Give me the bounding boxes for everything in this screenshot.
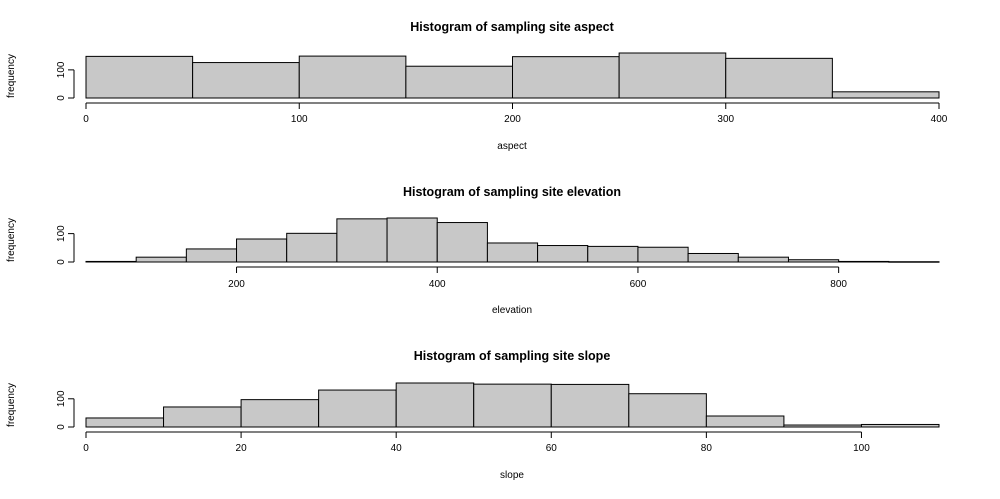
- bars: [85, 217, 940, 263]
- y-tick-label: 0: [56, 95, 67, 101]
- x-axis-label: aspect: [497, 141, 527, 152]
- histogram-bar: [512, 56, 620, 99]
- histogram-bar: [185, 248, 238, 263]
- x-tick-label: 0: [83, 114, 89, 125]
- y-tick-label: 100: [56, 225, 67, 242]
- x-tick-label: 60: [546, 443, 558, 454]
- histogram-bar: [705, 415, 785, 428]
- x-tick-label: 100: [291, 114, 308, 125]
- histogram-bar: [395, 382, 475, 428]
- y-axis: 0 100: [56, 61, 75, 101]
- bars: [85, 52, 940, 99]
- x-axis-label: elevation: [492, 305, 532, 316]
- elevation-panel: Histogram of sampling site elevation fre…: [6, 185, 940, 316]
- histogram-bar: [163, 406, 242, 428]
- x-tick-label: 800: [830, 279, 847, 290]
- y-axis-label: frequency: [6, 383, 17, 427]
- histogram-bar: [135, 256, 187, 263]
- x-tick-label: 0: [83, 443, 89, 454]
- y-tick-label: 0: [56, 259, 67, 265]
- histogram-bar: [587, 245, 639, 263]
- histogram-bar: [687, 252, 739, 263]
- y-axis: 0 100: [56, 225, 75, 265]
- bars: [85, 382, 940, 428]
- y-axis-label: frequency: [6, 54, 17, 98]
- x-tick-label: 40: [391, 443, 403, 454]
- x-tick-label: 80: [701, 443, 713, 454]
- histogram-bar: [336, 218, 388, 263]
- x-tick-label: 200: [504, 114, 521, 125]
- y-axis: 0 100: [56, 390, 75, 430]
- x-tick-label: 400: [931, 114, 948, 125]
- histogram-bar: [486, 242, 539, 263]
- histogram-bar: [618, 52, 727, 99]
- histogram-bar: [473, 383, 552, 428]
- x-axis: 200 400 600 800: [228, 266, 847, 290]
- x-axis-label: slope: [500, 470, 524, 481]
- histogram-bar: [628, 393, 707, 428]
- histogram-bar: [405, 65, 513, 99]
- histogram-bar: [831, 91, 940, 99]
- histogram-bar: [85, 55, 194, 99]
- histogram-bar: [737, 256, 789, 263]
- histogram-bar: [286, 232, 338, 263]
- aspect-panel: Histogram of sampling site aspect freque…: [6, 20, 948, 152]
- histogram-bar: [537, 245, 589, 263]
- chart-title: Histogram of sampling site aspect: [410, 20, 614, 34]
- y-tick-label: 0: [56, 424, 67, 430]
- x-tick-label: 100: [853, 443, 870, 454]
- chart-title: Histogram of sampling site slope: [414, 349, 611, 363]
- histogram-bar: [436, 222, 488, 263]
- slope-panel: Histogram of sampling site slope frequen…: [6, 349, 940, 481]
- x-tick-label: 600: [630, 279, 647, 290]
- x-tick-label: 20: [236, 443, 248, 454]
- chart-title: Histogram of sampling site elevation: [403, 185, 621, 199]
- y-tick-label: 100: [56, 390, 67, 407]
- histogram-bar: [192, 62, 300, 99]
- x-axis: 0 20 40 60 80 100: [83, 431, 870, 454]
- y-tick-label: 100: [56, 61, 67, 78]
- x-tick-label: 400: [429, 279, 446, 290]
- x-tick-label: 300: [717, 114, 734, 125]
- histogram-bar: [550, 383, 630, 428]
- histogram-bar: [386, 217, 438, 263]
- x-tick-label: 200: [228, 279, 245, 290]
- histogram-bar: [236, 238, 288, 263]
- x-axis: 0 100 200 300 400: [83, 102, 948, 125]
- histogram-bar: [85, 417, 165, 428]
- histogram-bar: [240, 399, 320, 428]
- histogram-bar: [318, 389, 397, 428]
- y-axis-label: frequency: [6, 218, 17, 262]
- histogram-bar: [298, 55, 407, 99]
- histogram-bar: [637, 246, 689, 263]
- histogram-bar: [725, 57, 833, 99]
